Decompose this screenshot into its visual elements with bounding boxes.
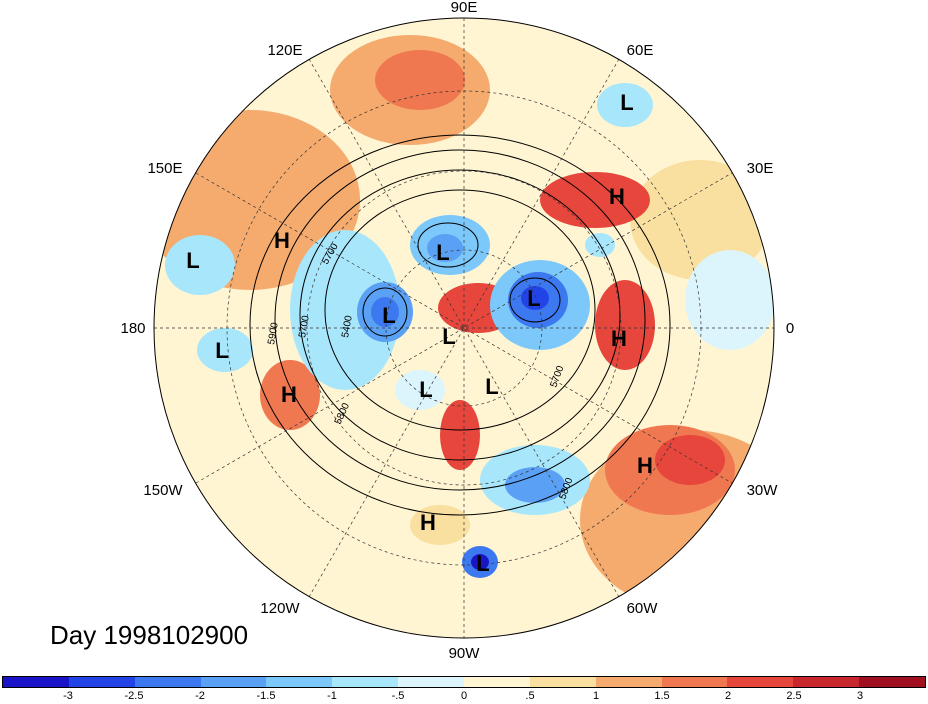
low-center-marker: L bbox=[442, 324, 455, 349]
anomaly-field bbox=[154, 18, 774, 638]
contour-label: 5700 bbox=[297, 314, 312, 338]
colorbar-segment bbox=[595, 677, 662, 687]
map-title: Day 1998102900 bbox=[50, 620, 249, 650]
contour-label: 5900 bbox=[266, 321, 281, 345]
high-center-marker: H bbox=[281, 382, 297, 407]
lon-label-180: 180 bbox=[120, 320, 145, 337]
colorbar-segment bbox=[529, 677, 596, 687]
colorbar-segment bbox=[398, 677, 465, 687]
colorbar-tick-labels: -3 -2.5 -2 -1.5 -1 -.5 0 .5 1 1.5 2 2.5 3 bbox=[0, 690, 928, 704]
high-center-marker: H bbox=[637, 453, 653, 478]
high-center-marker: H bbox=[609, 184, 625, 209]
colorbar-tick-label: 2.5 bbox=[786, 690, 802, 702]
colorbar-tick-label: -1 bbox=[327, 690, 337, 702]
high-center-marker: H bbox=[274, 228, 290, 253]
colorbar-tick-label: .5 bbox=[525, 690, 535, 702]
low-center-marker: L bbox=[436, 240, 449, 265]
lon-label-0: 0 bbox=[786, 320, 794, 337]
meridians bbox=[154, 18, 774, 638]
colorbar-segment bbox=[727, 677, 794, 687]
lon-label-30w: 30W bbox=[747, 482, 779, 499]
lon-label-30e: 30E bbox=[747, 160, 774, 177]
low-center-marker: L bbox=[382, 303, 395, 328]
low-center-marker: L bbox=[215, 338, 228, 363]
colorbar-segment bbox=[332, 677, 399, 687]
colorbar-tick-label: -3 bbox=[63, 690, 73, 702]
colorbar-segment bbox=[859, 677, 926, 687]
lon-label-60e: 60E bbox=[627, 42, 654, 59]
map-boundary bbox=[153, 17, 775, 639]
colorbar-segment bbox=[134, 677, 201, 687]
colorbar-segment bbox=[266, 677, 333, 687]
colorbar-tick-label: 3 bbox=[856, 690, 864, 702]
lon-label-60w: 60W bbox=[627, 600, 659, 617]
colorbar-tick-label: -2 bbox=[195, 690, 205, 702]
lon-label-90e: 90E bbox=[451, 0, 478, 16]
lon-label-120w: 120W bbox=[260, 600, 300, 617]
height-contours bbox=[249, 134, 671, 516]
colorbar-tick-label: 1.5 bbox=[654, 690, 670, 702]
low-center-marker: L bbox=[419, 377, 432, 402]
lon-label-150e: 150E bbox=[147, 160, 182, 177]
colorbar-segment bbox=[200, 677, 267, 687]
colorbar-tick-label: 2 bbox=[724, 690, 732, 702]
colorbar-tick-label: -1.5 bbox=[256, 690, 276, 702]
colorbar-segment bbox=[793, 677, 860, 687]
low-center-marker: L bbox=[527, 286, 540, 311]
colorbar-tick-label: 0 bbox=[460, 690, 468, 702]
colorbar-tick-label: -.5 bbox=[391, 690, 405, 702]
colorbar-tick-label: -2.5 bbox=[124, 690, 144, 702]
contour-label: 5400 bbox=[340, 314, 355, 338]
low-center-marker: L bbox=[485, 374, 498, 399]
colorbar-segment bbox=[464, 677, 530, 687]
colorbar-segment bbox=[661, 677, 728, 687]
lon-label-150w: 150W bbox=[143, 482, 183, 499]
lon-label-120e: 120E bbox=[267, 42, 302, 59]
high-center-marker: H bbox=[420, 510, 436, 535]
colorbar-tick-label: 1 bbox=[592, 690, 600, 702]
low-center-marker: L bbox=[186, 248, 199, 273]
lon-label-90w: 90W bbox=[449, 645, 481, 662]
colorbar-segment bbox=[3, 677, 69, 687]
colorbar-segment bbox=[68, 677, 135, 687]
colorbar bbox=[2, 676, 926, 688]
low-center-marker: L bbox=[620, 90, 633, 115]
high-center-marker: H bbox=[611, 326, 627, 351]
low-center-marker: L bbox=[476, 551, 489, 576]
